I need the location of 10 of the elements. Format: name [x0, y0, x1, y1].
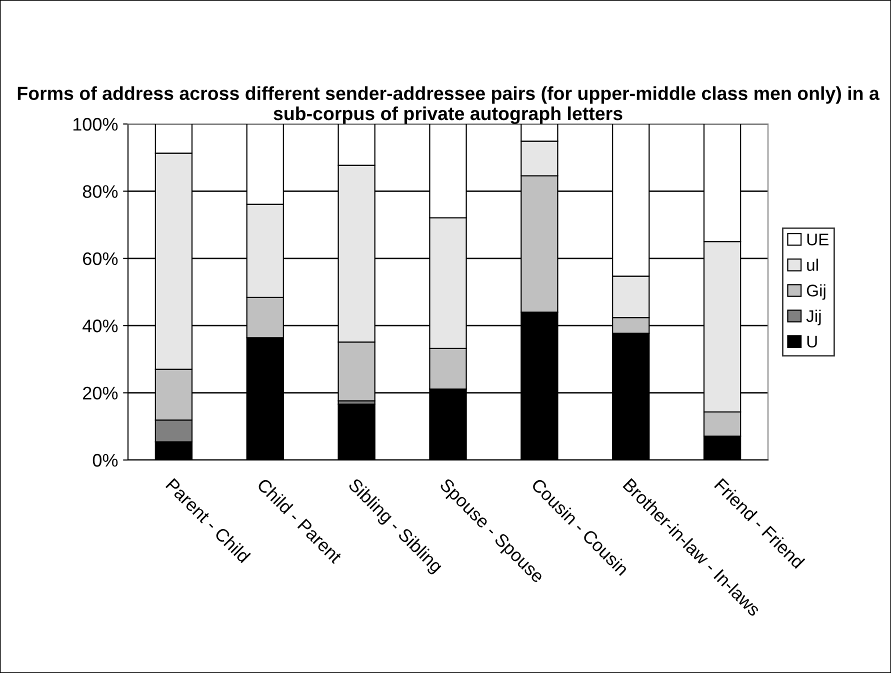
y-tick-label: 0% — [92, 454, 118, 467]
legend-label: UE — [807, 234, 829, 246]
y-tick-label: 60% — [83, 252, 118, 266]
legend-label: Jij — [806, 310, 821, 326]
y-tick-label: 40% — [82, 320, 118, 332]
y-tick-label: 20% — [83, 386, 118, 400]
legend-label: ul — [807, 258, 818, 271]
y-tick-label: 80% — [82, 185, 118, 198]
legend-label: Gij — [806, 284, 826, 300]
legend-label: U — [807, 336, 817, 348]
